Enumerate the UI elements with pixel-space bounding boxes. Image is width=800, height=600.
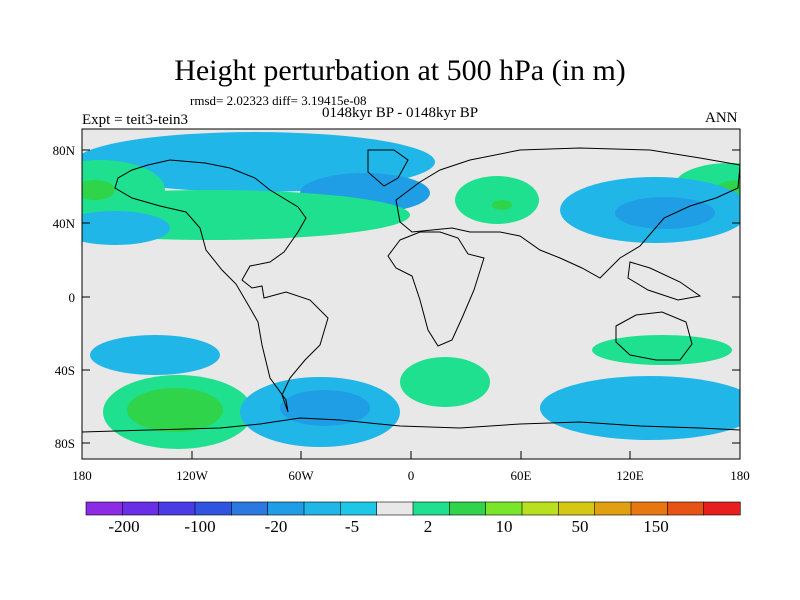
colorbar-swatch <box>376 501 414 516</box>
colorbar-swatch <box>85 501 123 516</box>
colorbar-swatch <box>122 501 160 516</box>
stats-text: rmsd= 2.02323 diff= 3.19415e-08 <box>190 93 367 108</box>
colorbar <box>85 501 741 516</box>
colorbar-swatch <box>194 501 232 516</box>
colorbar-swatch <box>231 501 269 516</box>
colorbar-swatch <box>267 501 305 516</box>
fill-pos-sindian <box>400 357 490 407</box>
chart-title: Height perturbation at 500 hPa (in m) <box>174 54 626 87</box>
colorbar-swatch <box>412 501 450 516</box>
fill-pos-na-band <box>82 190 410 240</box>
australia-coast <box>615 311 693 361</box>
lat-label-40n: 40N <box>53 216 76 231</box>
colorbar-labels: -200 -100 -20 -5 2 10 50 150 <box>108 517 668 536</box>
colorbar-label-2: -100 <box>184 517 215 536</box>
colorbar-label-1: -200 <box>108 517 139 536</box>
colorbar-swatch <box>667 501 705 516</box>
lon-label-120e: 120E <box>616 468 644 483</box>
colorbar-label-6: 10 <box>496 517 513 536</box>
lon-label-180e: 180 <box>730 468 750 483</box>
colorbar-swatch <box>449 501 487 516</box>
colorbar-label-5: 2 <box>424 517 433 536</box>
colorbar-swatch <box>158 501 196 516</box>
lon-label-0: 0 <box>408 468 415 483</box>
lon-ticks <box>81 451 741 459</box>
lat-label-80n: 80N <box>53 143 76 158</box>
colorbar-swatch <box>558 501 596 516</box>
fill-neg-npac-small <box>82 211 170 245</box>
colorbar-swatch <box>340 501 378 516</box>
fill-pos-asia-core <box>492 200 512 210</box>
experiment-label: Expt = teit3-tein3 <box>82 112 188 128</box>
lat-label-80s: 80S <box>55 436 75 451</box>
lat-tick-labels: 80N 40N 0 40S 80S <box>53 143 76 451</box>
colorbar-swatch <box>630 501 668 516</box>
fill-neg-spac <box>90 335 220 375</box>
fill-pos-spac-core <box>127 388 223 432</box>
maritime-continent-coast <box>627 261 702 301</box>
fill-neg-nw-pacific-core <box>615 197 715 229</box>
colorbar-label-4: -5 <box>345 517 359 536</box>
fill-pos-asia <box>455 176 539 224</box>
lon-label-180w: 180 <box>72 468 92 483</box>
antarctica-coast <box>82 417 740 433</box>
fill-pos-npac-core <box>82 180 115 200</box>
fill-neg-satl-core <box>280 390 370 426</box>
colorbar-label-7: 50 <box>572 517 589 536</box>
eurasia-coast <box>395 147 740 279</box>
greenland-coast <box>367 149 409 187</box>
colorbar-swatch <box>521 501 559 516</box>
colorbar-label-3: -20 <box>265 517 288 536</box>
lat-label-0: 0 <box>69 290 76 305</box>
contour-fills <box>82 132 740 449</box>
americas-coast <box>114 159 329 413</box>
lon-tick-labels: 180 120W 60W 0 60E 120E 180 <box>72 468 750 483</box>
colorbar-swatch <box>594 501 632 516</box>
fill-pos-australia <box>592 335 732 365</box>
fill-pos-npac-west <box>82 160 165 220</box>
lon-label-120w: 120W <box>176 468 209 483</box>
season-label: ANN <box>705 110 738 126</box>
fill-neg-southern-ocean <box>540 376 740 440</box>
lat-ticks <box>82 149 740 444</box>
lon-label-60w: 60W <box>288 468 314 483</box>
africa-coast <box>387 231 485 347</box>
colorbar-label-8: 150 <box>643 517 669 536</box>
lat-label-40s: 40S <box>55 363 75 378</box>
coastlines <box>82 147 740 433</box>
lon-label-60e: 60E <box>511 468 532 483</box>
colorbar-swatch <box>485 501 523 516</box>
colorbar-swatch <box>303 501 341 516</box>
period-label: 0148kyr BP - 0148kyr BP <box>322 105 479 121</box>
colorbar-swatch <box>703 501 741 516</box>
